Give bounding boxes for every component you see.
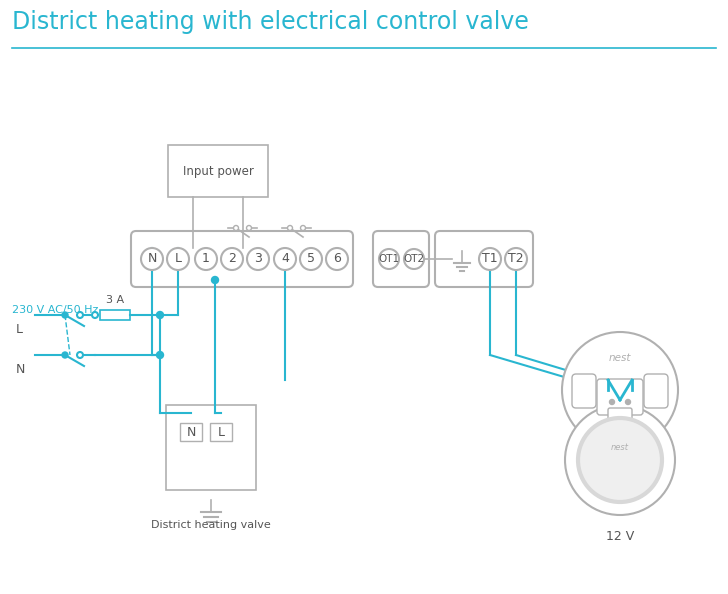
Circle shape <box>505 248 527 270</box>
Circle shape <box>625 400 630 405</box>
Circle shape <box>404 249 424 269</box>
FancyBboxPatch shape <box>597 379 643 415</box>
Circle shape <box>609 400 614 405</box>
Circle shape <box>326 248 348 270</box>
FancyBboxPatch shape <box>168 145 268 197</box>
Circle shape <box>274 248 296 270</box>
FancyBboxPatch shape <box>100 310 130 320</box>
Text: District heating valve: District heating valve <box>151 520 271 530</box>
Text: 4: 4 <box>281 252 289 266</box>
Circle shape <box>157 311 164 318</box>
Text: nest: nest <box>611 444 629 453</box>
Text: L: L <box>175 252 181 266</box>
Circle shape <box>578 418 662 502</box>
Circle shape <box>157 352 164 359</box>
Circle shape <box>77 312 83 318</box>
Circle shape <box>565 405 675 515</box>
Circle shape <box>62 352 68 358</box>
Circle shape <box>288 226 293 230</box>
FancyBboxPatch shape <box>608 408 632 426</box>
Text: OT2: OT2 <box>403 254 424 264</box>
Text: L: L <box>16 323 23 336</box>
Circle shape <box>234 226 239 230</box>
Circle shape <box>92 312 98 318</box>
FancyBboxPatch shape <box>644 374 668 408</box>
Text: 230 V AC/50 Hz: 230 V AC/50 Hz <box>12 305 98 315</box>
Circle shape <box>300 248 322 270</box>
FancyBboxPatch shape <box>210 423 232 441</box>
Text: 6: 6 <box>333 252 341 266</box>
FancyBboxPatch shape <box>572 374 596 408</box>
Text: N: N <box>16 363 25 376</box>
FancyBboxPatch shape <box>131 231 353 287</box>
FancyBboxPatch shape <box>435 231 533 287</box>
Circle shape <box>562 332 678 448</box>
Text: L: L <box>218 425 224 438</box>
FancyBboxPatch shape <box>166 405 256 490</box>
Circle shape <box>212 276 218 283</box>
Circle shape <box>167 248 189 270</box>
Text: 5: 5 <box>307 252 315 266</box>
Circle shape <box>301 226 306 230</box>
Text: T2: T2 <box>508 252 524 266</box>
Text: 12 V: 12 V <box>606 530 634 543</box>
Text: N: N <box>186 425 196 438</box>
Circle shape <box>141 248 163 270</box>
Circle shape <box>62 312 68 318</box>
Text: OT1: OT1 <box>379 254 400 264</box>
Circle shape <box>379 249 399 269</box>
Circle shape <box>479 248 501 270</box>
Text: nest: nest <box>609 353 631 363</box>
Circle shape <box>195 248 217 270</box>
FancyBboxPatch shape <box>373 231 429 287</box>
Text: 3 A: 3 A <box>106 295 124 305</box>
Text: 1: 1 <box>202 252 210 266</box>
Circle shape <box>77 352 83 358</box>
Text: 2: 2 <box>228 252 236 266</box>
Circle shape <box>247 226 251 230</box>
Circle shape <box>221 248 243 270</box>
Circle shape <box>247 248 269 270</box>
Text: 3: 3 <box>254 252 262 266</box>
Text: District heating with electrical control valve: District heating with electrical control… <box>12 10 529 34</box>
Text: Input power: Input power <box>183 165 253 178</box>
FancyBboxPatch shape <box>180 423 202 441</box>
Text: T1: T1 <box>482 252 498 266</box>
Text: N: N <box>147 252 157 266</box>
